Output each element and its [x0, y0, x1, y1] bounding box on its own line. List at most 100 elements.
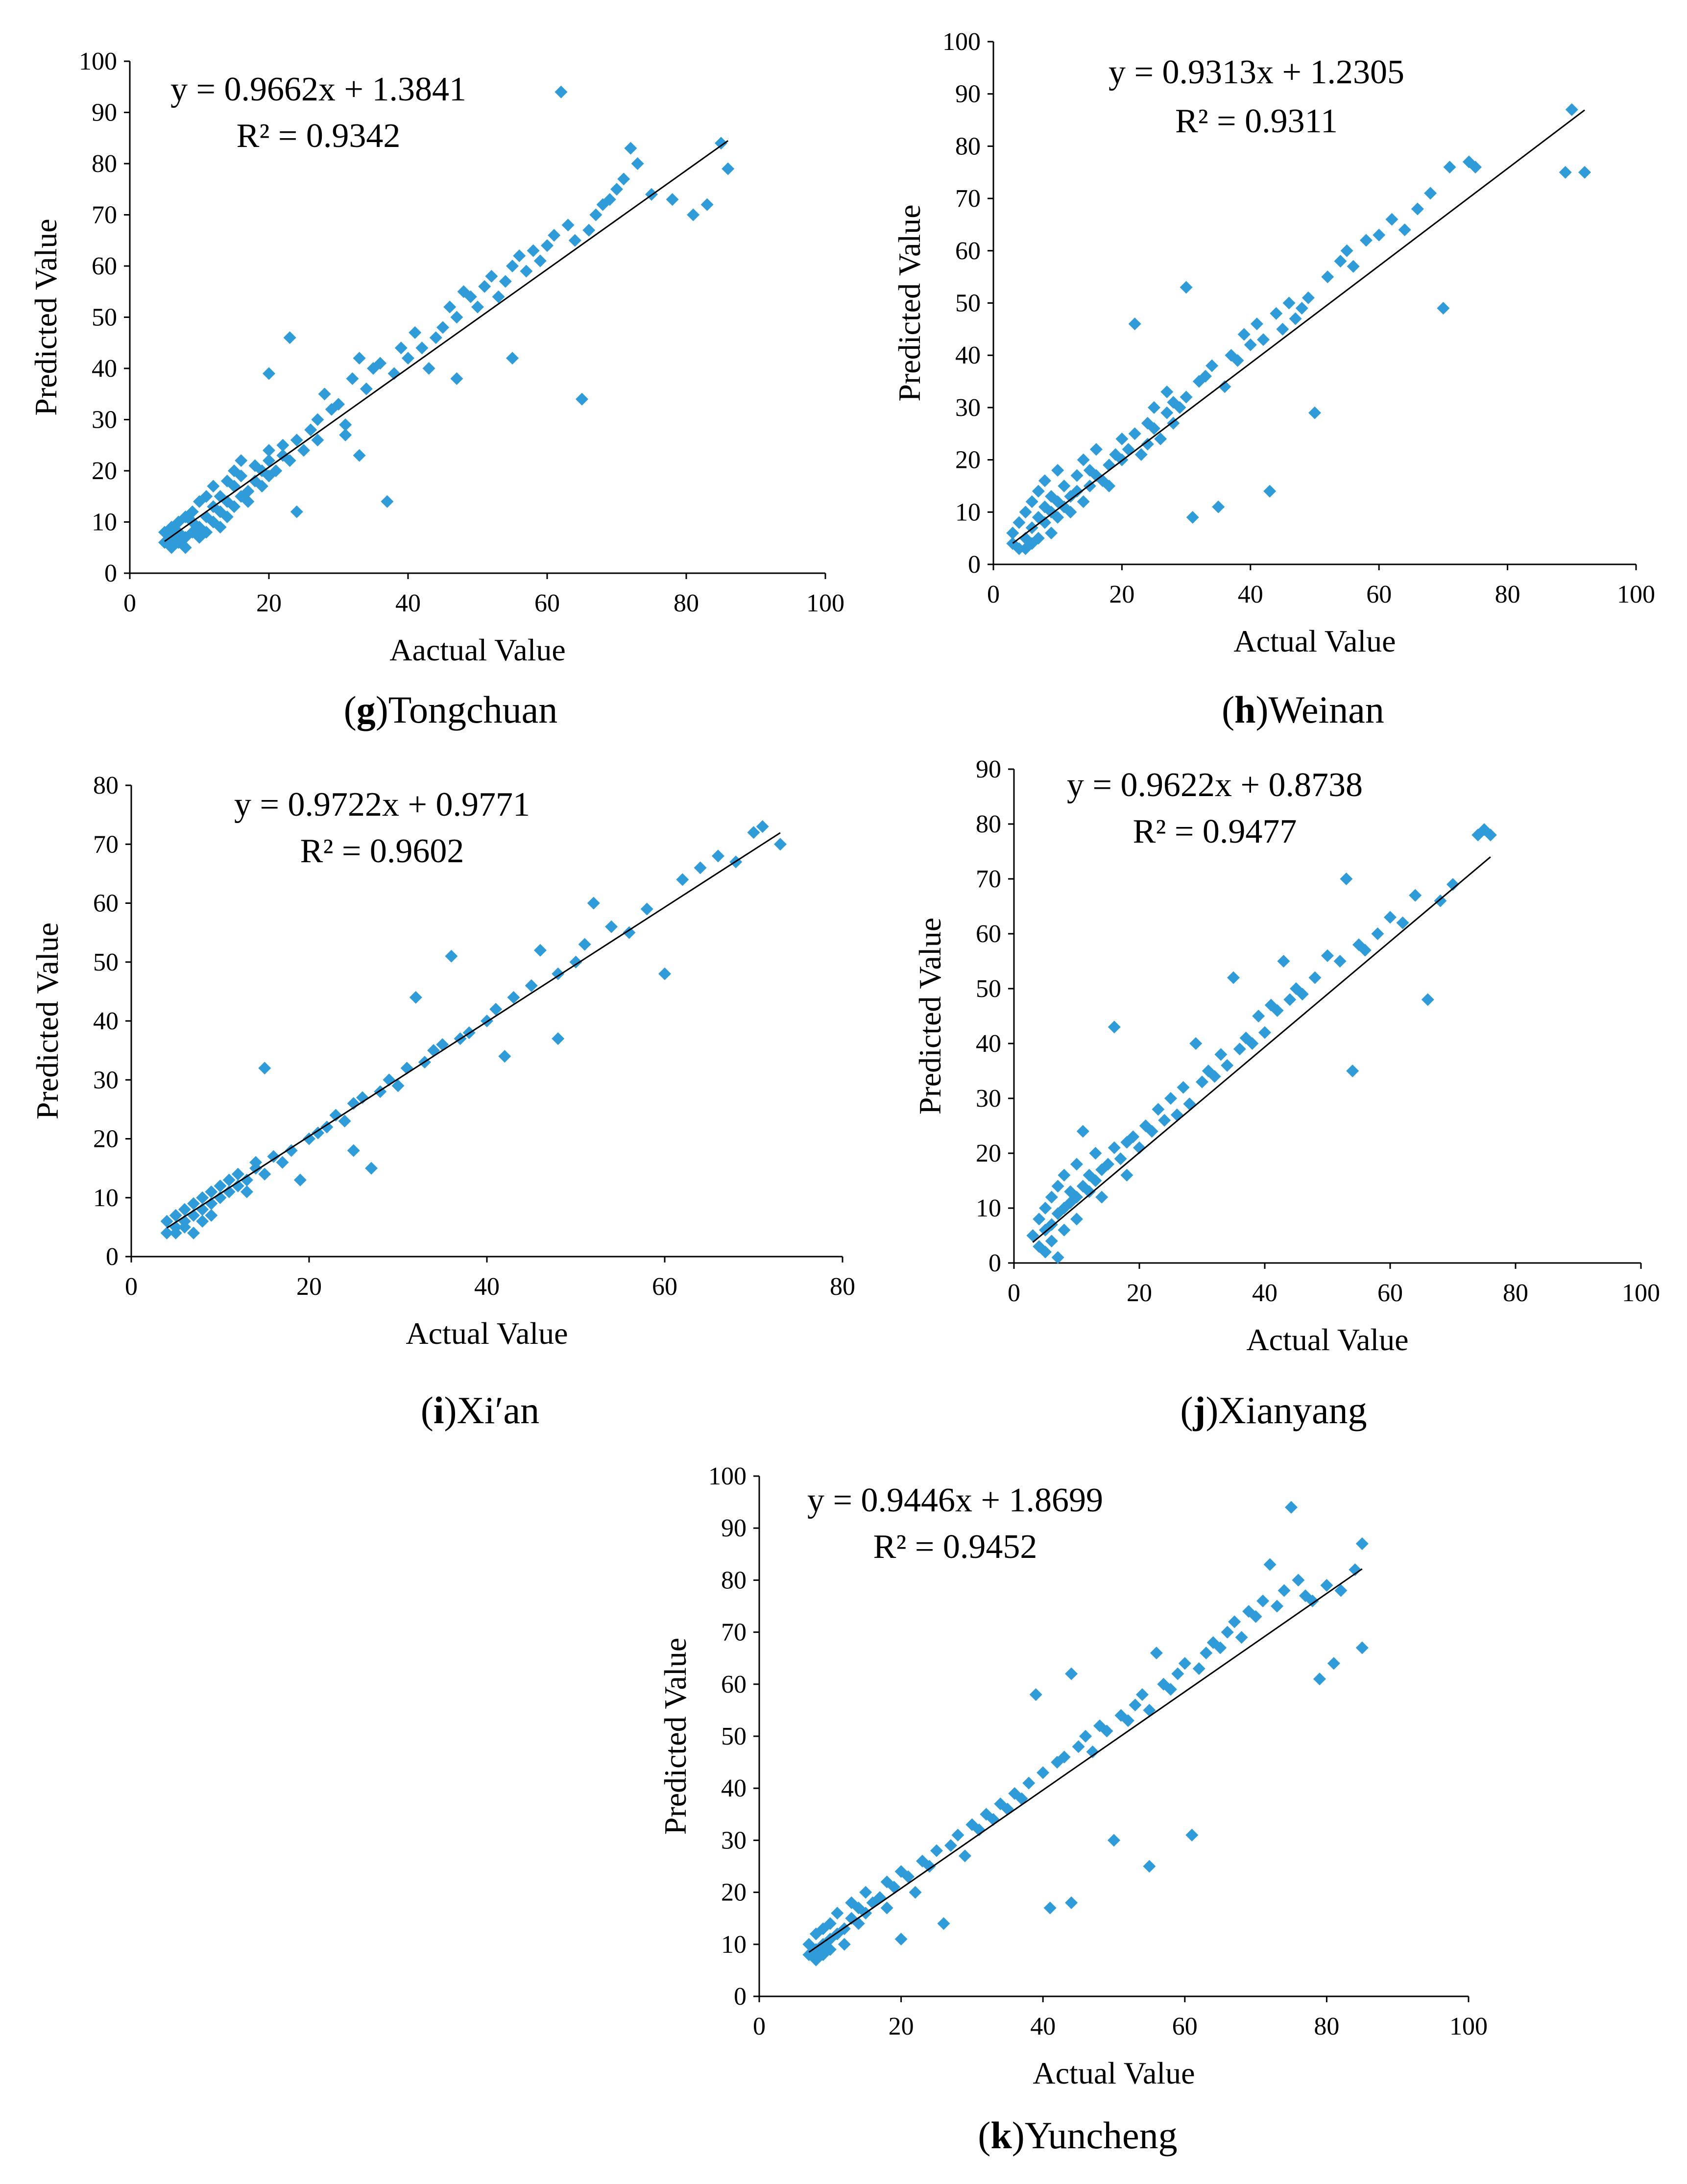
data-point — [1333, 955, 1347, 968]
chart-panel-j: 0 10 20 30 40 50 60 70 80 90 0 20 40 60 80 100 Actual Va… — [913, 755, 1660, 1432]
data-point — [196, 1214, 209, 1228]
data-point — [715, 137, 727, 150]
chart-panel-g: 0 10 20 30 40 50 60 70 80 90 100 0 20 40 60 80 100 Aactua… — [28, 48, 844, 731]
data-point — [1258, 1026, 1271, 1039]
data-point — [422, 362, 435, 375]
data-point — [1246, 1037, 1259, 1050]
data-point — [1077, 495, 1090, 508]
data-point — [1051, 510, 1064, 524]
data-point — [1045, 1235, 1058, 1248]
chart-panel-k: 0 10 20 30 40 50 60 70 80 90 100 0 20 40 60 80 100 Actual… — [658, 1462, 1488, 2157]
panel-caption: (k)Yuncheng — [978, 2114, 1177, 2157]
y-tick-label: 30 — [93, 1066, 119, 1094]
data-point — [1235, 1631, 1248, 1644]
data-point — [1578, 166, 1591, 179]
data-point — [1070, 1158, 1083, 1171]
data-point — [1384, 911, 1397, 924]
y-tick-label: 80 — [721, 1566, 747, 1594]
data-point — [1058, 1223, 1071, 1237]
data-point — [831, 1907, 844, 1920]
data-point — [235, 469, 248, 483]
data-point — [1045, 1190, 1058, 1204]
data-point — [1424, 187, 1437, 200]
data-point — [1108, 1020, 1121, 1034]
y-tick-label: 60 — [976, 920, 1001, 948]
data-point — [1070, 485, 1084, 498]
data-point — [1205, 359, 1219, 372]
data-point — [1178, 1657, 1191, 1670]
data-point — [1006, 526, 1019, 539]
data-point — [207, 480, 220, 493]
data-point — [1334, 255, 1347, 268]
data-point — [290, 505, 303, 518]
data-point — [958, 1849, 971, 1863]
y-tick-label: 40 — [92, 355, 117, 383]
y-tick-label: 10 — [92, 509, 117, 536]
data-point — [443, 300, 457, 314]
caption-letter: g — [357, 688, 376, 731]
y-tick-label: 40 — [93, 1007, 119, 1035]
y-tick-label: 0 — [988, 1249, 1001, 1277]
data-point — [332, 398, 345, 411]
data-point — [1355, 1537, 1369, 1551]
data-point — [263, 444, 275, 457]
data-point — [1346, 1065, 1359, 1077]
data-point — [1398, 223, 1411, 237]
data-point — [394, 341, 408, 355]
data-point — [1231, 354, 1244, 367]
trend-line — [1032, 856, 1491, 1243]
data-point — [1434, 894, 1447, 907]
x-tick-label: 40 — [1238, 581, 1263, 608]
data-point — [160, 1214, 173, 1228]
data-point — [1045, 526, 1058, 539]
data-point — [1148, 422, 1160, 435]
panel-caption: (g)Tongchuan — [344, 688, 557, 731]
y-tick-label: 10 — [721, 1931, 747, 1959]
x-tick-label: 40 — [1252, 1279, 1277, 1307]
data-point — [1072, 1740, 1085, 1753]
y-tick-label: 100 — [942, 28, 981, 56]
data-point — [589, 208, 602, 221]
data-point — [1102, 1158, 1114, 1171]
data-point — [485, 269, 498, 283]
y-tick-label: 70 — [721, 1619, 747, 1647]
data-point — [506, 352, 519, 365]
data-point — [1292, 1574, 1305, 1587]
data-point — [1076, 1125, 1089, 1138]
data-point — [610, 183, 623, 196]
data-point — [578, 938, 591, 951]
data-point — [409, 991, 422, 1004]
y-tick-label: 90 — [92, 99, 117, 127]
y-tick-label: 20 — [92, 457, 117, 485]
data-point — [1058, 1750, 1071, 1764]
data-point — [587, 897, 600, 910]
data-point — [178, 1220, 191, 1234]
y-tick-label: 100 — [79, 48, 117, 75]
x-tick-label: 60 — [652, 1273, 677, 1301]
data-point — [1200, 1647, 1213, 1660]
data-point — [169, 1209, 182, 1222]
data-point — [200, 490, 213, 503]
data-point — [1347, 260, 1360, 273]
data-point — [1064, 506, 1077, 519]
data-point — [1177, 1081, 1190, 1094]
x-tick-label: 40 — [1030, 2013, 1056, 2040]
data-point — [541, 239, 554, 252]
data-point — [285, 1144, 298, 1157]
data-point — [1025, 495, 1038, 508]
x-tick-label: 80 — [674, 589, 699, 617]
data-point — [1221, 1626, 1234, 1639]
y-tick-label: 20 — [955, 446, 981, 474]
data-point — [1029, 1688, 1042, 1701]
data-point — [258, 1062, 271, 1075]
x-tick-label: 80 — [1314, 2013, 1339, 2040]
data-point — [859, 1886, 872, 1899]
data-point — [1271, 1004, 1284, 1017]
x-axis-title: Aactual Value — [389, 632, 566, 667]
y-tick-label: 30 — [721, 1826, 747, 1854]
data-point — [569, 955, 582, 969]
data-point — [311, 434, 324, 447]
data-point — [1170, 1108, 1183, 1121]
panel-caption: (i)Xi′an — [421, 1389, 539, 1432]
data-point — [283, 331, 296, 344]
